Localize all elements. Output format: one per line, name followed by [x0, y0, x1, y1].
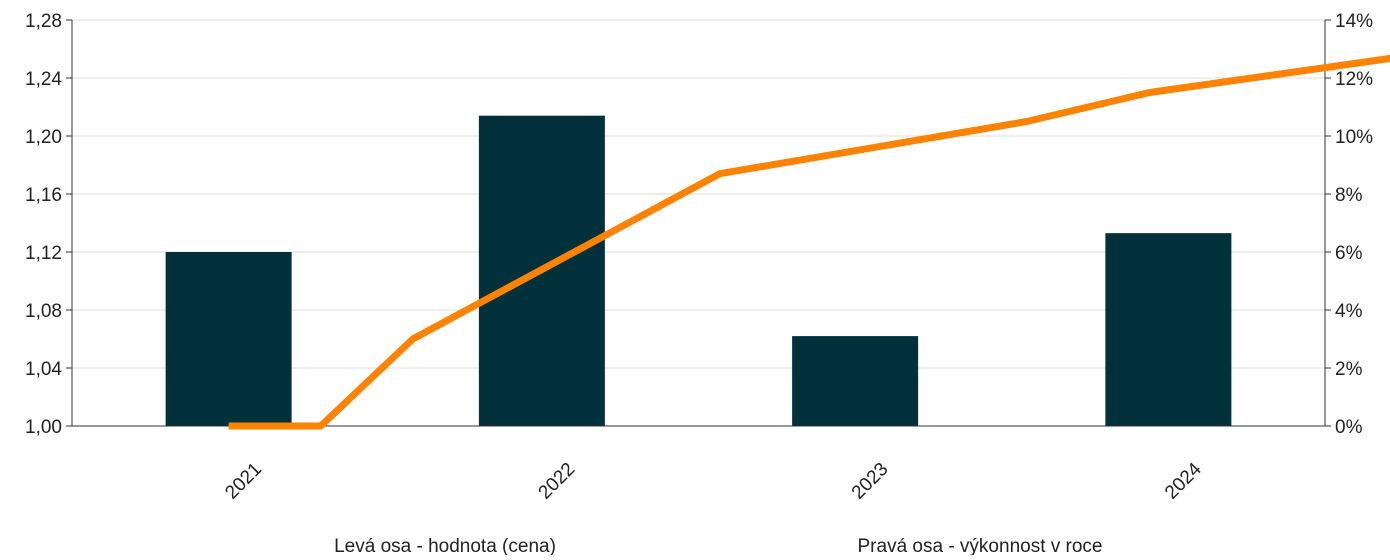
x-axis-ticks: 2021 2022 2023 2024: [221, 458, 1206, 503]
x-tick-label-2021: 2021: [221, 459, 266, 504]
x-tick-label-2023: 2023: [848, 459, 893, 504]
legend-line-label: Pravá osa - výkonnost v roce: [858, 536, 1103, 555]
left-tick-label: 1,20: [25, 127, 62, 148]
left-tick-label: 1,04: [25, 359, 62, 380]
right-tick-label: 12%: [1335, 69, 1373, 90]
right-tick-label: 10%: [1335, 127, 1373, 148]
bar-series: [165, 115, 1232, 426]
left-tick-label: 1,08: [25, 301, 62, 322]
left-tick-label: 1,24: [25, 69, 62, 90]
right-tick-label: 6%: [1335, 243, 1363, 264]
right-tick-label: 14%: [1335, 11, 1373, 32]
legend: Levá osa - hodnota (cena) Pravá osa - vý…: [334, 536, 1103, 557]
right-axis-ticks: 0% 2% 4% 6% 8% 10% 12% 14%: [1325, 11, 1373, 438]
bar-2021: [165, 252, 292, 426]
right-tick-label: 0%: [1335, 417, 1363, 438]
line-series: [228, 54, 1390, 430]
left-axis-ticks: 1,00 1,04 1,08 1,12 1,16 1,20 1,24 1,28: [25, 11, 72, 438]
x-tick-label-2022: 2022: [535, 459, 580, 504]
left-tick-label: 1,12: [25, 243, 62, 264]
left-tick-label: 1,00: [25, 417, 62, 438]
bar-2024: [1105, 233, 1232, 426]
bar-2023: [792, 336, 919, 426]
performance-line: [228, 54, 1390, 430]
right-tick-label: 2%: [1335, 359, 1363, 380]
legend-bar-label: Levá osa - hodnota (cena): [334, 536, 556, 555]
left-tick-label: 1,16: [25, 185, 62, 206]
x-tick-label-2024: 2024: [1161, 458, 1206, 503]
right-tick-label: 4%: [1335, 301, 1363, 322]
right-tick-label: 8%: [1335, 185, 1363, 206]
left-tick-label: 1,28: [25, 11, 62, 32]
